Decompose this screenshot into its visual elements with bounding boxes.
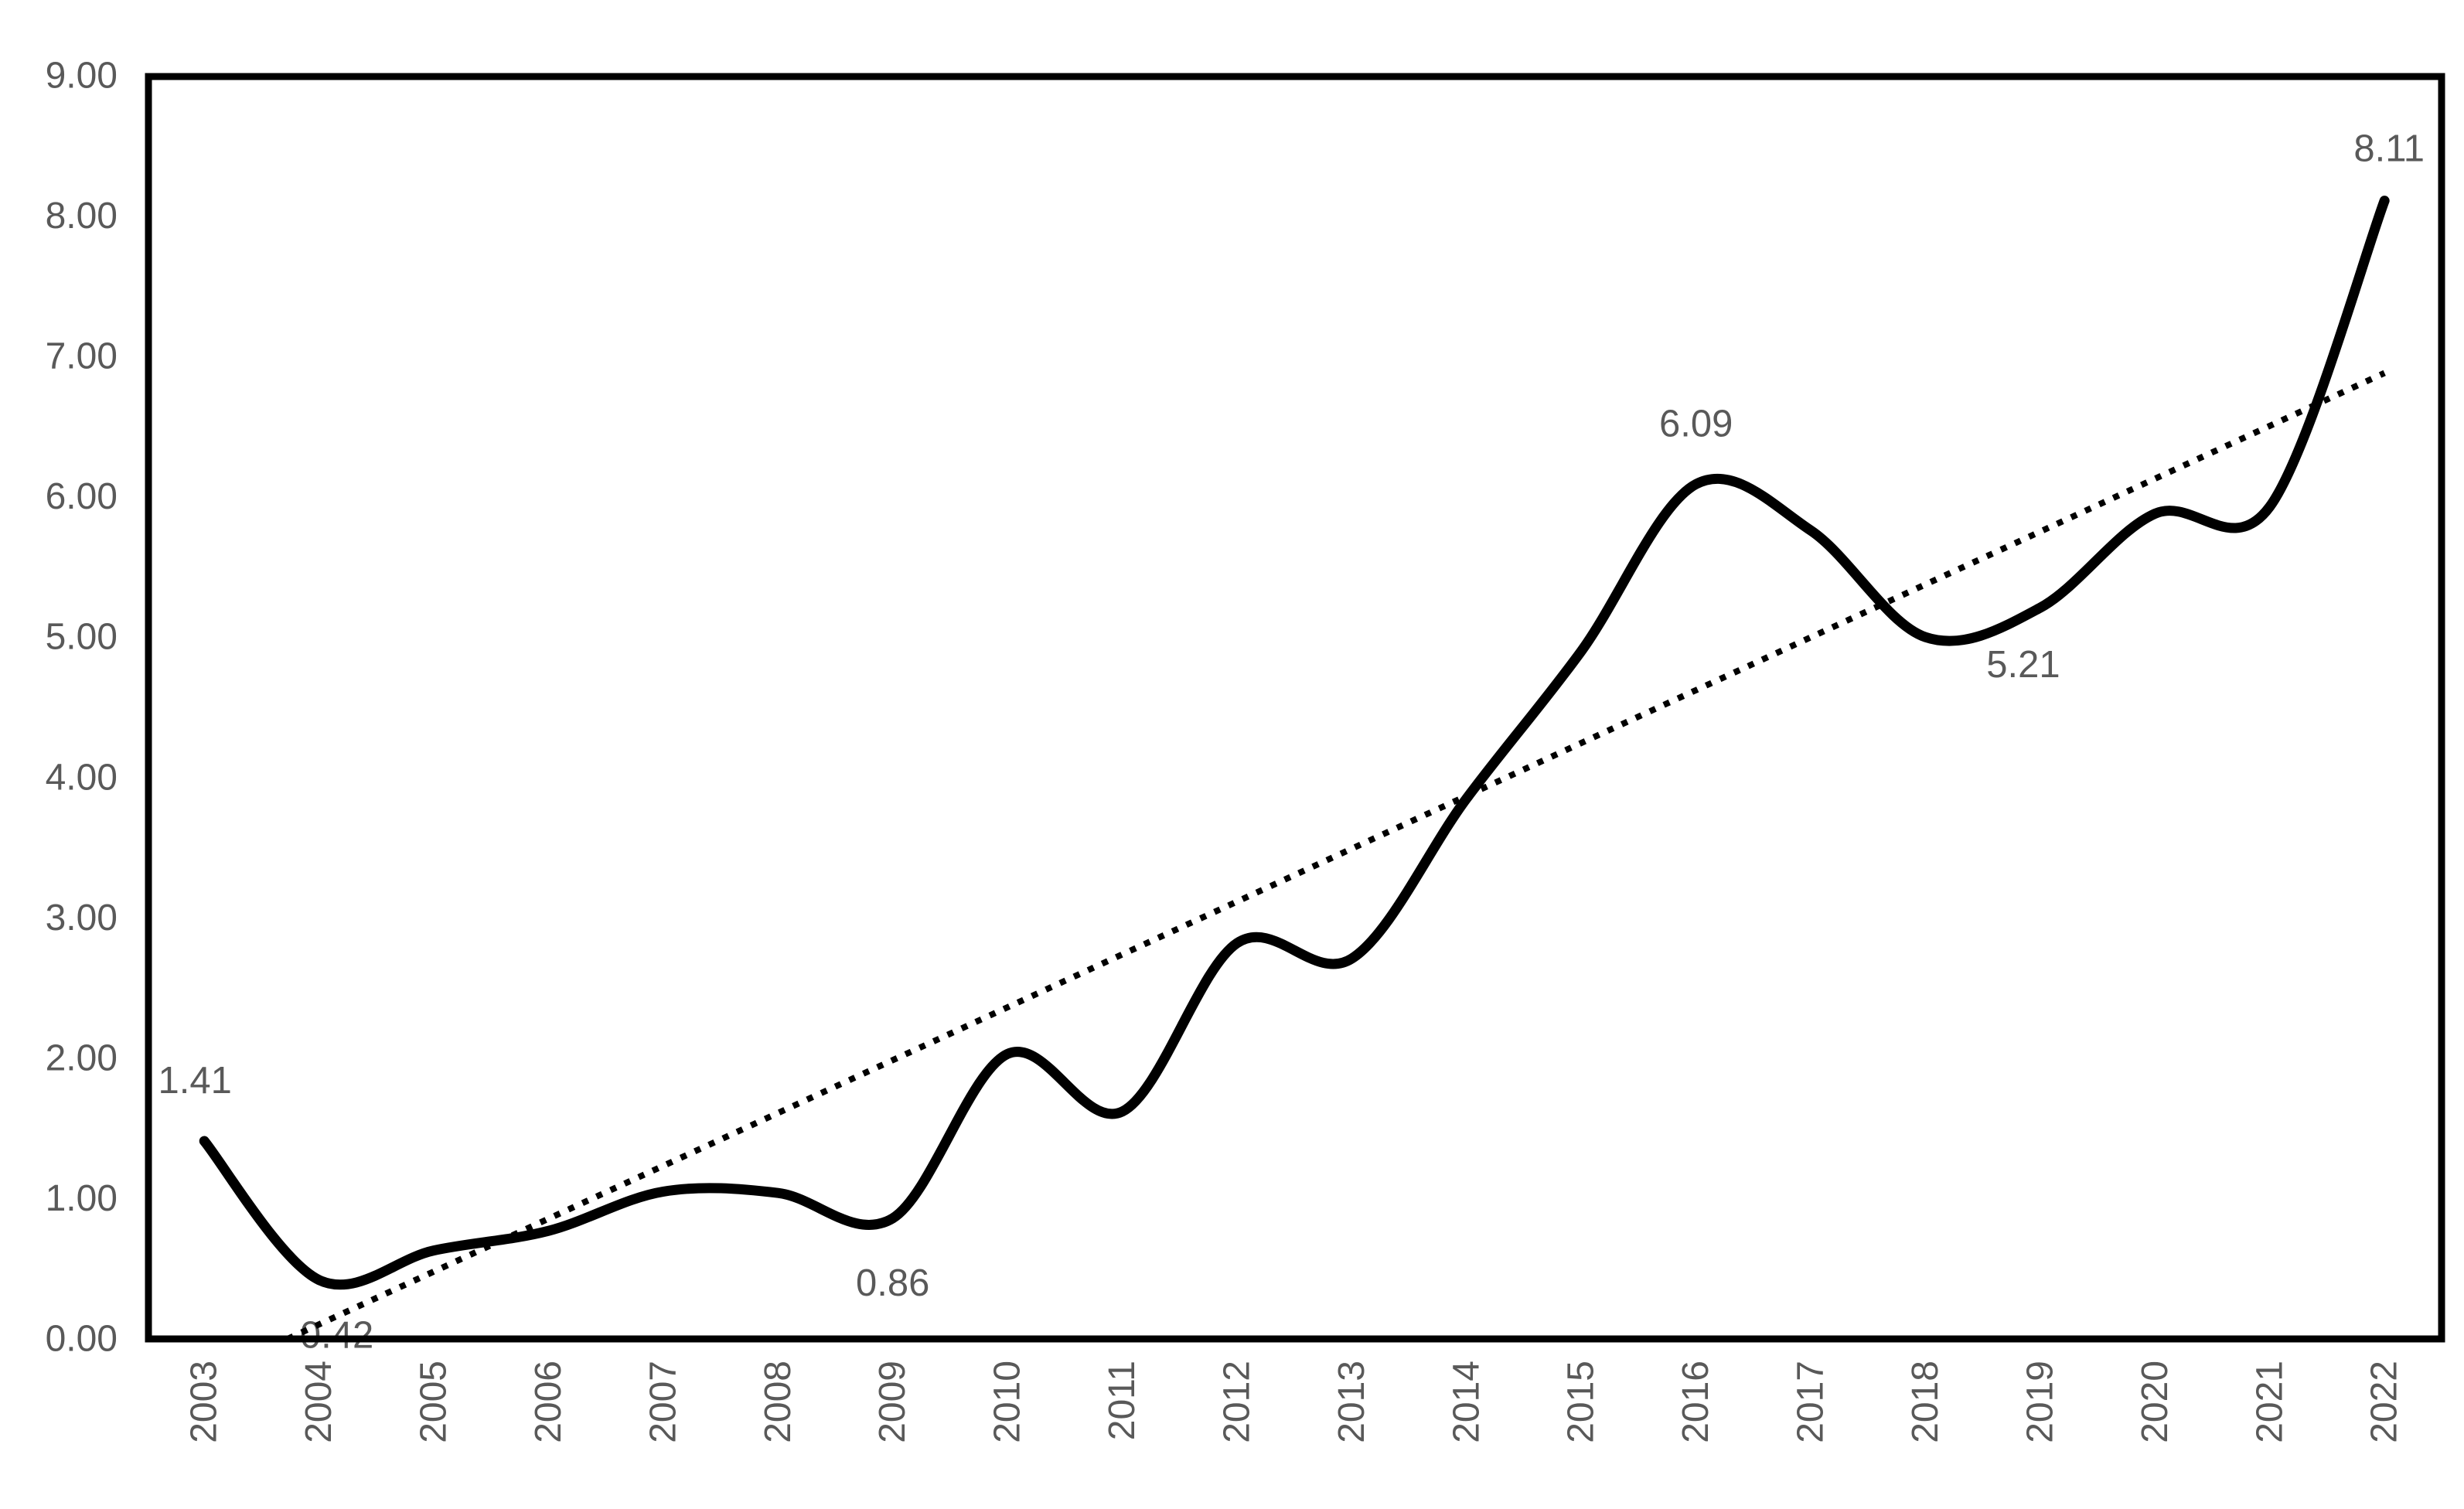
data-label: 6.09: [1659, 403, 1733, 445]
x-axis-tick-label: 2013: [1331, 1361, 1372, 1443]
y-axis-tick-label: 2.00: [46, 1037, 118, 1078]
x-axis-tick-label: 2011: [1102, 1361, 1143, 1440]
x-axis-tick-label: 2018: [1905, 1361, 1946, 1443]
x-axis-tick-label: 2017: [1791, 1361, 1832, 1443]
x-axis-tick-label: 2003: [184, 1361, 225, 1443]
y-axis-tick-label: 4.00: [46, 757, 118, 798]
data-label: 0.86: [856, 1262, 929, 1304]
x-axis-tick-label: 2010: [987, 1361, 1028, 1443]
x-axis-tick-label: 2021: [2249, 1361, 2290, 1443]
x-axis-tick-label: 2009: [872, 1361, 913, 1443]
x-axis-tick-label: 2008: [758, 1361, 799, 1443]
x-axis-tick-label: 2019: [2019, 1361, 2060, 1443]
x-axis-tick-label: 2022: [2364, 1361, 2405, 1443]
y-axis-tick-label: 6.00: [46, 476, 118, 517]
x-axis-tick-label: 2015: [1561, 1361, 1602, 1443]
x-axis-tick-label: 2006: [528, 1361, 569, 1443]
y-axis-tick-label: 8.00: [46, 196, 118, 237]
x-axis-tick-label: 2005: [414, 1361, 455, 1443]
series-line: [199, 196, 2390, 1290]
x-axis-tick-label: 2016: [1675, 1361, 1716, 1443]
y-axis-tick-label: 1.00: [46, 1178, 118, 1219]
y-axis-tick-label: 3.00: [46, 898, 118, 938]
plot-border: [145, 73, 2445, 1343]
x-axis-tick-label: 2004: [298, 1361, 339, 1443]
x-axis-tick-label: 2014: [1446, 1361, 1487, 1443]
data-label: 1.41: [158, 1060, 232, 1102]
x-axis-tick-label: 2007: [642, 1361, 683, 1443]
x-axis-tick-label: 2020: [2135, 1361, 2176, 1443]
y-axis-tick-label: 9.00: [46, 56, 118, 97]
y-axis-tick-label: 5.00: [46, 617, 118, 658]
data-label: 8.11: [2353, 128, 2425, 170]
y-axis-tick-label: 0.00: [46, 1319, 118, 1360]
y-axis-tick-label: 7.00: [46, 336, 118, 377]
data-label: 5.21: [1986, 644, 2060, 686]
x-axis-tick-label: 2012: [1217, 1361, 1258, 1443]
